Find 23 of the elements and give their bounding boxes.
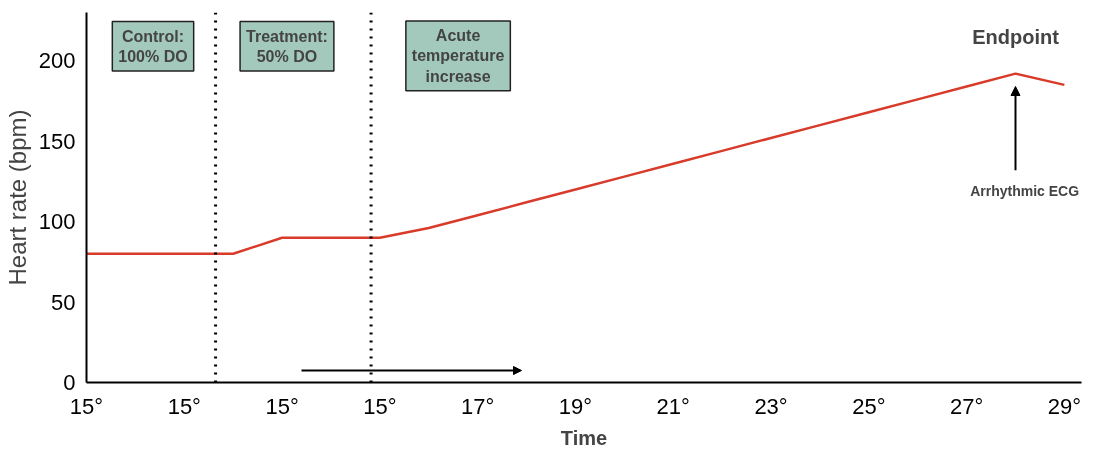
y-tick-label: 0	[63, 370, 76, 395]
x-tick-label: 25°	[852, 393, 886, 419]
annotation: Treatment: 50% DO	[246, 27, 328, 65]
x-tick-label: 23°	[754, 393, 788, 419]
x-tick-label: 15°	[363, 393, 397, 419]
y-tick-label: 100	[38, 209, 76, 235]
x-tick-label: 15°	[265, 393, 299, 419]
x-tick-label: 19°	[558, 393, 593, 419]
x-tick-label: 17°	[461, 393, 495, 419]
annotation: Acute temperature increase	[411, 27, 505, 85]
y-axis-title: Heart rate (bpm)	[3, 109, 31, 286]
x-tick-label: 15°	[69, 393, 104, 419]
y-tick-label: 200	[38, 48, 76, 74]
annotation: Arrhythmic ECG	[970, 183, 1080, 200]
x-tick-label: 15°	[167, 393, 201, 419]
y-tick-label: 50	[51, 289, 76, 315]
annotation: Endpoint	[972, 25, 1060, 48]
x-tick-label: 21°	[656, 393, 690, 419]
y-tick-label: 150	[38, 128, 76, 154]
x-tick-label: 29°	[1047, 393, 1082, 419]
x-tick-label: 27°	[949, 393, 984, 419]
annotation: Control: 100% DO	[118, 27, 188, 65]
x-axis-title: Time	[560, 426, 608, 449]
